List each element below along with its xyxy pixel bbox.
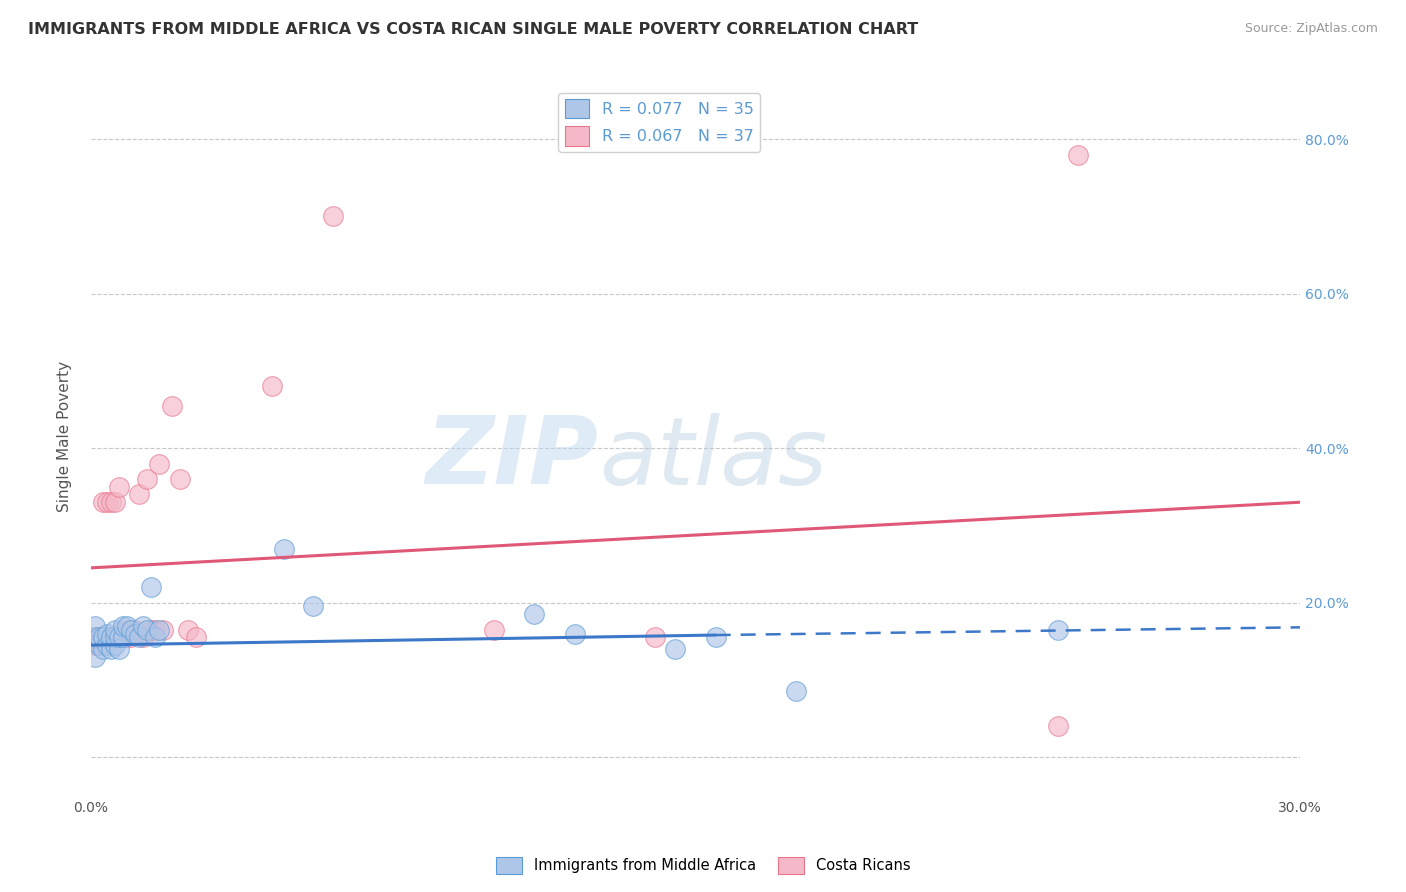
Point (96, 638, 118, 652)
Point (128, 631, 150, 645)
Point (104, 638, 127, 652)
Point (1047, 719, 1070, 733)
Point (128, 487, 150, 501)
Point (301, 599, 323, 614)
Point (91, 631, 114, 645)
Point (112, 619, 135, 633)
Point (160, 399, 183, 413)
Point (104, 623, 127, 637)
Point (136, 623, 159, 637)
Point (262, 379, 284, 393)
Point (84, 649, 107, 664)
Y-axis label: Single Male Poverty: Single Male Poverty (58, 361, 72, 512)
Point (108, 631, 131, 645)
Point (664, 642, 686, 657)
Point (704, 631, 727, 645)
Point (112, 623, 135, 637)
Point (115, 619, 138, 633)
Point (148, 623, 170, 637)
Point (644, 631, 666, 645)
Point (132, 619, 155, 633)
Point (141, 580, 163, 594)
Text: atlas: atlas (599, 413, 827, 504)
Point (152, 623, 174, 637)
Point (84, 638, 107, 652)
Point (112, 631, 135, 645)
Point (169, 472, 191, 486)
Point (141, 623, 163, 637)
Text: Source: ZipAtlas.com: Source: ZipAtlas.com (1244, 22, 1378, 36)
Point (136, 472, 159, 486)
Point (115, 631, 138, 645)
Point (322, 210, 344, 224)
Point (87, 631, 110, 645)
Point (100, 631, 122, 645)
Point (120, 631, 142, 645)
Point (96, 626, 118, 640)
Point (100, 495, 122, 509)
Point (176, 623, 198, 637)
Point (91, 495, 114, 509)
Point (91, 631, 114, 645)
Point (482, 623, 505, 637)
Point (104, 495, 127, 509)
Legend: Immigrants from Middle Africa, Costa Ricans: Immigrants from Middle Africa, Costa Ric… (489, 851, 917, 880)
Legend: R = 0.077   N = 35, R = 0.067   N = 37: R = 0.077 N = 35, R = 0.067 N = 37 (558, 93, 759, 153)
Point (145, 623, 167, 637)
Point (104, 631, 127, 645)
Point (108, 631, 131, 645)
Point (184, 631, 207, 645)
Point (87, 631, 110, 645)
Point (112, 631, 135, 645)
Point (120, 623, 142, 637)
Point (145, 631, 167, 645)
Point (120, 623, 142, 637)
Point (273, 541, 295, 556)
Point (104, 631, 127, 645)
Text: ZIP: ZIP (426, 412, 599, 504)
Point (124, 623, 146, 637)
Point (785, 684, 807, 698)
Point (1067, 147, 1090, 161)
Point (100, 642, 122, 657)
Point (124, 626, 146, 640)
Point (96, 495, 118, 509)
Point (132, 631, 155, 645)
Point (91, 642, 114, 657)
Point (84, 619, 107, 633)
Point (84, 631, 107, 645)
Point (1047, 623, 1070, 637)
Point (84, 631, 107, 645)
Point (148, 457, 170, 471)
Point (523, 607, 546, 622)
Point (108, 480, 131, 494)
Point (96, 631, 118, 645)
Point (87, 638, 110, 652)
Text: IMMIGRANTS FROM MIDDLE AFRICA VS COSTA RICAN SINGLE MALE POVERTY CORRELATION CHA: IMMIGRANTS FROM MIDDLE AFRICA VS COSTA R… (28, 22, 918, 37)
Point (564, 626, 586, 640)
Point (100, 631, 122, 645)
Point (87, 638, 110, 652)
Point (108, 642, 131, 657)
